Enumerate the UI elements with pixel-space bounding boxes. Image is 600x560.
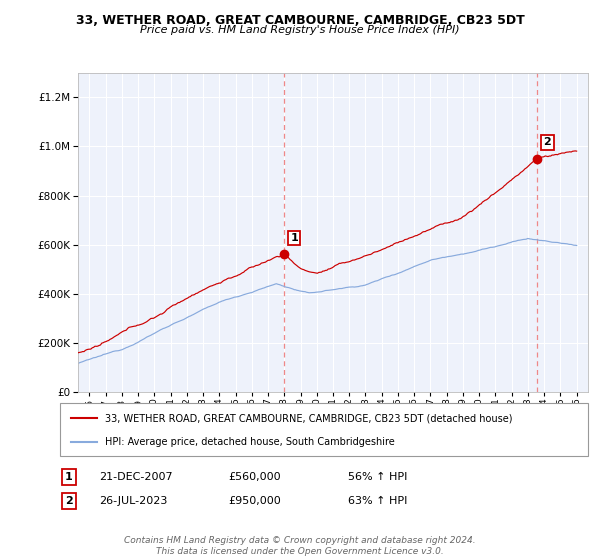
Text: 2: 2 <box>65 496 73 506</box>
Text: 56% ↑ HPI: 56% ↑ HPI <box>348 472 407 482</box>
Text: Price paid vs. HM Land Registry's House Price Index (HPI): Price paid vs. HM Land Registry's House … <box>140 25 460 35</box>
Text: 33, WETHER ROAD, GREAT CAMBOURNE, CAMBRIDGE, CB23 5DT: 33, WETHER ROAD, GREAT CAMBOURNE, CAMBRI… <box>76 14 524 27</box>
Text: 2: 2 <box>544 137 551 147</box>
Text: £560,000: £560,000 <box>228 472 281 482</box>
Text: HPI: Average price, detached house, South Cambridgeshire: HPI: Average price, detached house, Sout… <box>105 436 395 446</box>
Text: 63% ↑ HPI: 63% ↑ HPI <box>348 496 407 506</box>
Text: 21-DEC-2007: 21-DEC-2007 <box>99 472 173 482</box>
Text: 26-JUL-2023: 26-JUL-2023 <box>99 496 167 506</box>
Text: 33, WETHER ROAD, GREAT CAMBOURNE, CAMBRIDGE, CB23 5DT (detached house): 33, WETHER ROAD, GREAT CAMBOURNE, CAMBRI… <box>105 413 512 423</box>
Text: Contains HM Land Registry data © Crown copyright and database right 2024.
This d: Contains HM Land Registry data © Crown c… <box>124 536 476 556</box>
Text: £950,000: £950,000 <box>228 496 281 506</box>
Text: 1: 1 <box>65 472 73 482</box>
Text: 1: 1 <box>290 233 298 243</box>
